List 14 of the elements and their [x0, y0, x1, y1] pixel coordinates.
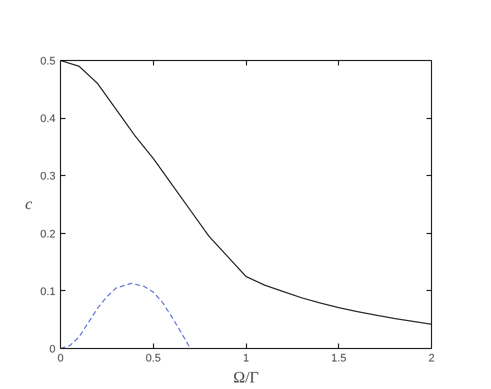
x-tick-label: 2 — [428, 352, 435, 364]
y-tick-label: 0.2 — [40, 228, 56, 240]
y-tick-label: 0.5 — [40, 56, 56, 68]
y-tick-label: 0.4 — [40, 113, 56, 126]
x-tick-label: 1 — [242, 352, 250, 364]
x-axis-title: Ω/Γ — [233, 370, 259, 386]
y-tick-label: 0.3 — [40, 170, 56, 183]
x-tick-label: 0 — [57, 352, 64, 364]
x-tick-label: 1.5 — [331, 352, 346, 364]
y-tick-label: 0.1 — [40, 286, 56, 298]
y-axis-title: c — [25, 196, 32, 213]
line-series — [60, 282, 191, 348]
y-tick-label: 0 — [49, 344, 56, 356]
x-tick-label: 0.5 — [146, 352, 161, 364]
